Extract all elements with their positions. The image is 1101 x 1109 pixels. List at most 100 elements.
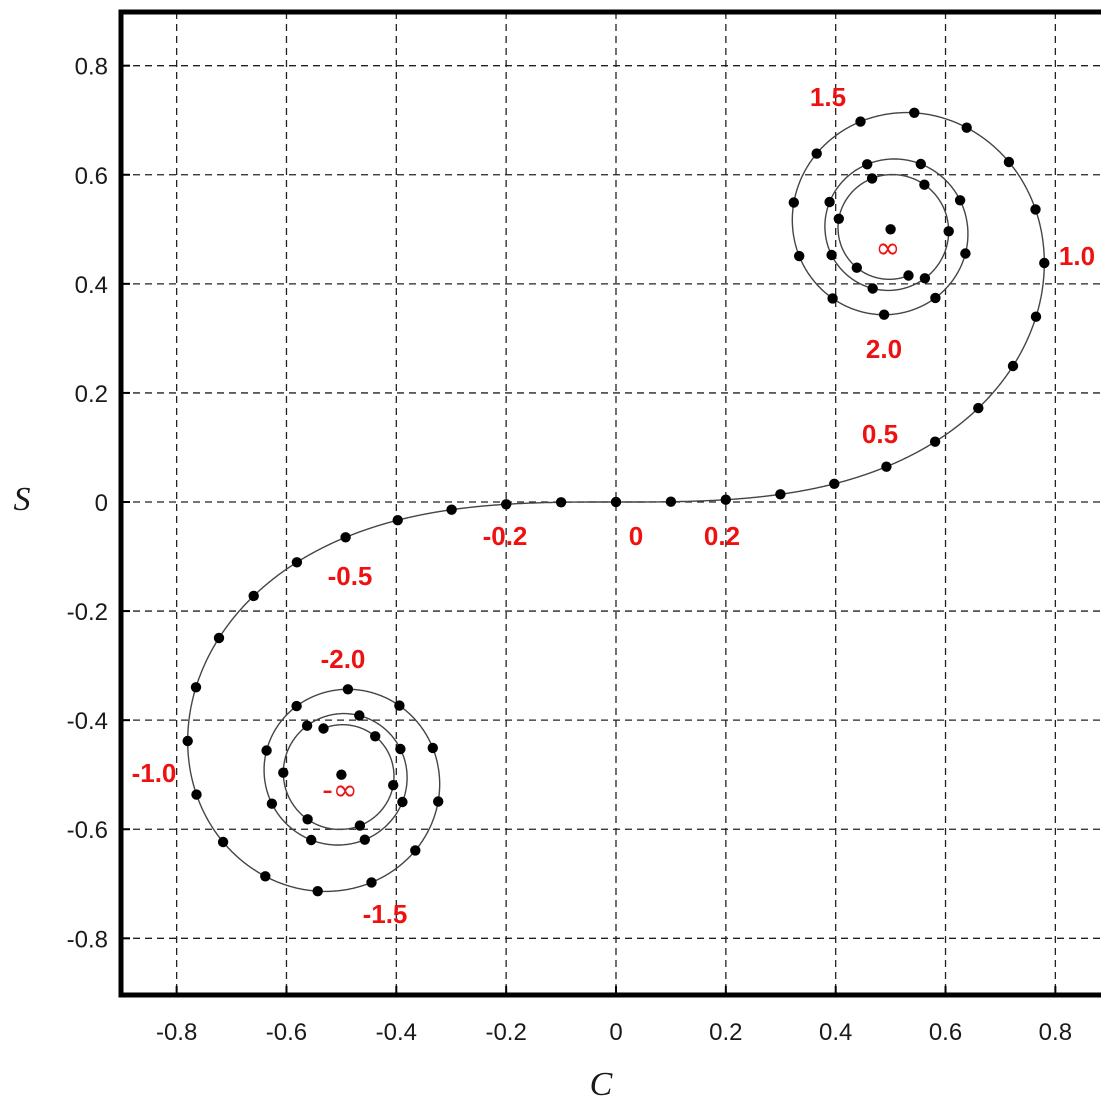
x-axis-label: C [590,1066,613,1103]
y-tick-label: 0 [95,490,108,517]
curve-marker [410,845,421,856]
grid-lines [121,12,1101,995]
curve-marker [394,700,405,711]
annotation-label: -∞ [322,773,358,808]
curve-marker [960,248,971,259]
axis-ticks [121,64,1057,995]
curve-marker [881,461,892,472]
annotation-label: -1.5 [363,899,408,929]
curve-marker [930,292,941,304]
plot-frame [118,9,1101,998]
curve-marker [301,720,313,731]
y-tick-label: -0.6 [67,817,108,844]
curve-marker [915,158,926,170]
y-tick-label: -0.8 [67,926,108,953]
curve-marker [354,820,366,831]
curve-marker [929,436,941,447]
y-tick-label: 0.2 [75,381,108,408]
annotation-label: ∞ [876,231,901,266]
y-tick-label: -0.4 [67,708,108,735]
x-tick-label: 0.6 [929,1019,962,1046]
curve-marker [191,789,202,800]
curve-marker [1039,257,1050,269]
curve-marker [878,309,890,320]
curve-marker [395,743,406,755]
x-tick-label: -0.2 [485,1019,526,1046]
curve-marker [824,196,835,208]
curve-marker [342,684,354,695]
curve-marker [370,731,381,742]
x-tick-label: -0.4 [376,1019,417,1046]
curve-marker [446,504,457,515]
curve-marker [261,745,272,756]
annotation-label: -0.2 [483,521,528,551]
curve-marker [397,796,408,808]
annotation-label: 2.0 [866,334,902,364]
curve-marker [291,557,303,568]
y-tick-labels: 0.8 0.6 0.4 0.2 0 -0.2 -0.4 -0.6 -0.8 [67,54,108,954]
annotation-label: -1.0 [132,758,177,788]
limit-point-marker [336,769,347,780]
y-tick-label: 0.6 [75,163,108,190]
curve-marker [973,402,984,414]
curve-marker [855,116,866,127]
curve-marker [501,499,512,510]
curve-marker [190,682,202,693]
curve-marker [866,173,878,184]
x-tick-label: 0.2 [709,1019,742,1046]
curve-marker [788,197,799,208]
curve-marker [302,814,313,825]
curve-marker [555,497,567,508]
curve-marker [665,496,677,507]
annotations: 1.5 1.0 2.0 0.5 0.2 0 -0.2 -0.5 -2.0 -1.0 -1.5 ∞ -∞ [132,82,1095,929]
curve-marker [318,723,329,734]
curve-marker [827,293,838,304]
curve-marker [392,515,403,526]
curve-marker [248,590,259,602]
y-tick-label: 0.8 [75,54,108,81]
x-tick-label: 0 [609,1019,622,1046]
annotation-label: 1.0 [1059,241,1095,271]
curve-marker [427,742,438,754]
annotation-label: 0.2 [704,521,740,551]
curve-marker [266,798,278,809]
x-tick-label: 0.4 [819,1019,852,1046]
curve-marker [826,249,837,261]
y-axis-label: S [14,481,31,518]
curve-marker [829,478,840,489]
annotation-label: 0.5 [862,419,898,449]
curve-marker [811,148,822,159]
curve-marker [306,834,317,846]
curve-marker [1003,156,1015,168]
curve-marker [366,877,377,888]
curve-marker [1030,204,1041,215]
annotation-label: -0.5 [328,561,373,591]
curve-marker [354,710,365,721]
annotation-label: 0 [629,521,643,551]
curve-marker [213,632,225,644]
curve-marker [340,532,351,543]
curve-marker [610,496,622,508]
curve-marker [312,886,323,897]
marker-points [182,107,1050,897]
y-tick-label: 0.4 [75,272,108,299]
curve-marker [359,834,370,845]
curve-marker [943,226,954,237]
curve-marker [919,273,931,284]
y-tick-label: -0.2 [67,599,108,626]
curve-marker [278,767,289,778]
curve-marker [833,213,844,224]
curve-marker [794,250,805,262]
curve-marker [909,107,920,119]
curve-marker [1030,311,1042,322]
curve-marker [182,735,193,747]
annotation-label: 1.5 [810,82,846,112]
curve-marker [961,122,972,133]
curve-marker [903,270,914,281]
x-tick-label: -0.8 [156,1019,197,1046]
curve-marker [260,871,271,882]
x-tick-label: -0.6 [266,1019,307,1046]
curve-marker [1007,360,1019,372]
curve-marker [867,283,878,294]
curve-marker [433,796,444,807]
